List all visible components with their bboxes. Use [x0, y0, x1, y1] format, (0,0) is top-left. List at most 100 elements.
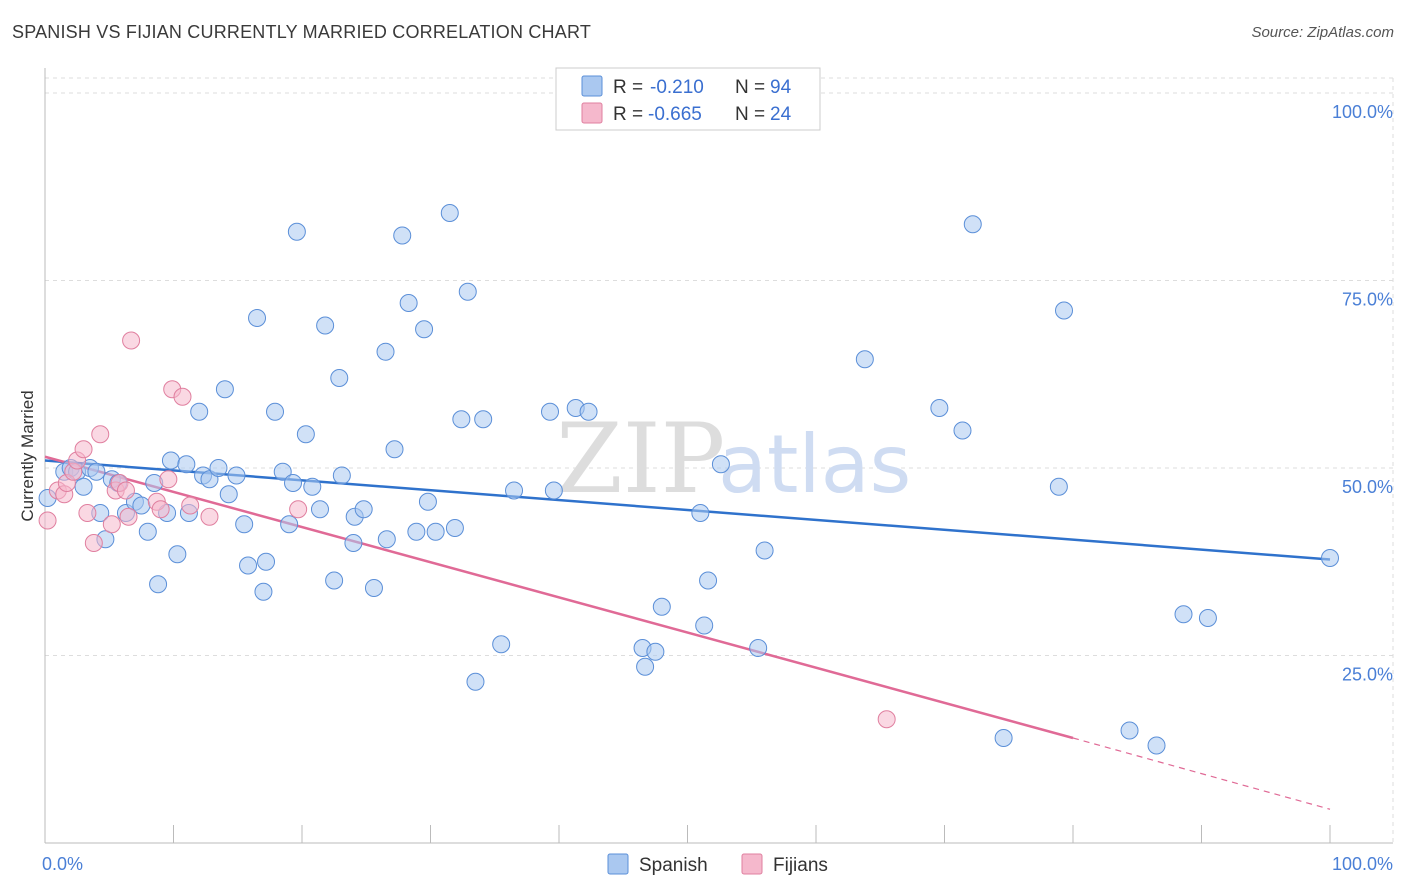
- fijian-point: [159, 470, 178, 489]
- legend-n-label: N =: [735, 104, 765, 125]
- spanish-point: [266, 402, 285, 421]
- spanish-point: [711, 455, 730, 474]
- bottom-legend-fijians: Fijians: [773, 855, 828, 876]
- spanish-point: [1147, 736, 1166, 755]
- spanish-point: [407, 522, 426, 541]
- x-tick-label: 0.0%: [42, 854, 83, 874]
- spanish-point: [177, 455, 196, 474]
- spanish-point: [248, 309, 267, 327]
- fijian-point: [289, 500, 308, 519]
- spanish-point: [377, 530, 396, 549]
- spanish-trend-line: [44, 459, 1331, 561]
- spanish-point: [280, 515, 299, 534]
- spanish-point: [930, 399, 949, 417]
- fijian-point: [173, 387, 192, 406]
- spanish-point: [287, 222, 306, 241]
- spanish-point: [1321, 549, 1339, 567]
- spanish-point: [209, 459, 228, 477]
- bottom-legend-swatch-spanish: [607, 853, 629, 875]
- series-legend: Spanish Fijians: [607, 853, 828, 876]
- chart-title: SPANISH VS FIJIAN CURRENTLY MARRIED CORR…: [12, 22, 592, 42]
- spanish-point: [284, 474, 303, 492]
- spanish-point: [492, 635, 511, 654]
- spanish-point: [474, 410, 493, 429]
- spanish-point: [541, 402, 560, 421]
- spanish-point: [385, 440, 404, 459]
- fijian-point: [151, 500, 170, 519]
- spanish-point: [149, 575, 168, 594]
- spanish-point: [699, 571, 718, 590]
- fijian-trend-extension: [1072, 737, 1331, 810]
- fijian-point: [38, 511, 57, 530]
- fijian-point: [78, 504, 97, 522]
- spanish-point: [963, 215, 982, 234]
- spanish-point: [994, 729, 1013, 747]
- spanish-point: [235, 515, 254, 534]
- fijian-point: [116, 481, 135, 500]
- spanish-point: [364, 579, 383, 597]
- axes: [44, 68, 1393, 844]
- fijian-point: [84, 534, 103, 552]
- spanish-point: [418, 492, 437, 511]
- spanish-point: [1049, 477, 1068, 496]
- spanish-point: [505, 481, 524, 500]
- spanish-point: [74, 477, 93, 496]
- spanish-point: [458, 282, 477, 301]
- fijian-point: [91, 425, 110, 444]
- spanish-point: [168, 545, 187, 564]
- spanish-point: [138, 522, 157, 541]
- legend-swatch-spanish: [581, 75, 603, 97]
- spanish-point: [1120, 721, 1139, 740]
- y-axis-label: Currently Married: [18, 390, 37, 521]
- spanish-point: [239, 556, 258, 575]
- legend-r-value: -0.665: [648, 104, 702, 125]
- spanish-point: [161, 451, 180, 470]
- chart-source: Source: ZipAtlas.com: [1251, 24, 1394, 41]
- y-tick-label: 50.0%: [1342, 477, 1393, 497]
- spanish-point: [646, 642, 665, 661]
- watermark: ZIP atlas: [556, 403, 911, 515]
- x-tick-labels: 0.0% 100.0%: [42, 854, 1393, 874]
- spanish-point: [344, 534, 363, 552]
- fijian-point: [102, 515, 121, 534]
- legend-n-value: 94: [770, 77, 792, 98]
- spanish-point: [325, 571, 344, 590]
- correlation-legend: R = -0.210 N = 94 R = -0.665 N = 24: [555, 67, 821, 131]
- spanish-point: [254, 582, 273, 601]
- spanish-point: [1174, 605, 1193, 624]
- spanish-point: [310, 500, 329, 519]
- fijian-point: [74, 440, 93, 459]
- y-tick-label: 100.0%: [1332, 102, 1393, 122]
- series-fijians: [38, 331, 896, 729]
- bottom-legend-spanish: Spanish: [639, 855, 708, 876]
- y-tick-label: 75.0%: [1342, 290, 1393, 310]
- spanish-point: [1198, 609, 1217, 627]
- legend-n-value: 24: [770, 104, 792, 125]
- spanish-point: [440, 204, 459, 222]
- spanish-point: [466, 672, 485, 691]
- spanish-point: [749, 639, 768, 657]
- trend-lines: [44, 455, 1331, 810]
- spanish-point: [452, 410, 471, 429]
- y-tick-label: 25.0%: [1342, 665, 1393, 685]
- spanish-point: [1055, 301, 1074, 320]
- spanish-point: [332, 466, 351, 485]
- spanish-point: [190, 402, 209, 421]
- bottom-legend-swatch-fijians: [741, 853, 763, 875]
- spanish-point: [544, 481, 563, 500]
- spanish-point: [445, 519, 464, 537]
- spanish-point: [296, 425, 315, 444]
- watermark-atlas: atlas: [718, 418, 911, 511]
- fijian-trend-line: [44, 455, 1074, 740]
- spanish-point: [227, 466, 246, 485]
- spanish-point: [415, 320, 434, 339]
- fijian-point: [877, 710, 896, 729]
- spanish-point: [855, 350, 874, 369]
- spanish-point: [257, 552, 276, 571]
- spanish-point: [354, 500, 373, 519]
- spanish-point: [87, 462, 106, 481]
- legend-n-label: N =: [735, 77, 765, 98]
- spanish-point: [579, 402, 598, 421]
- spanish-point: [330, 369, 349, 387]
